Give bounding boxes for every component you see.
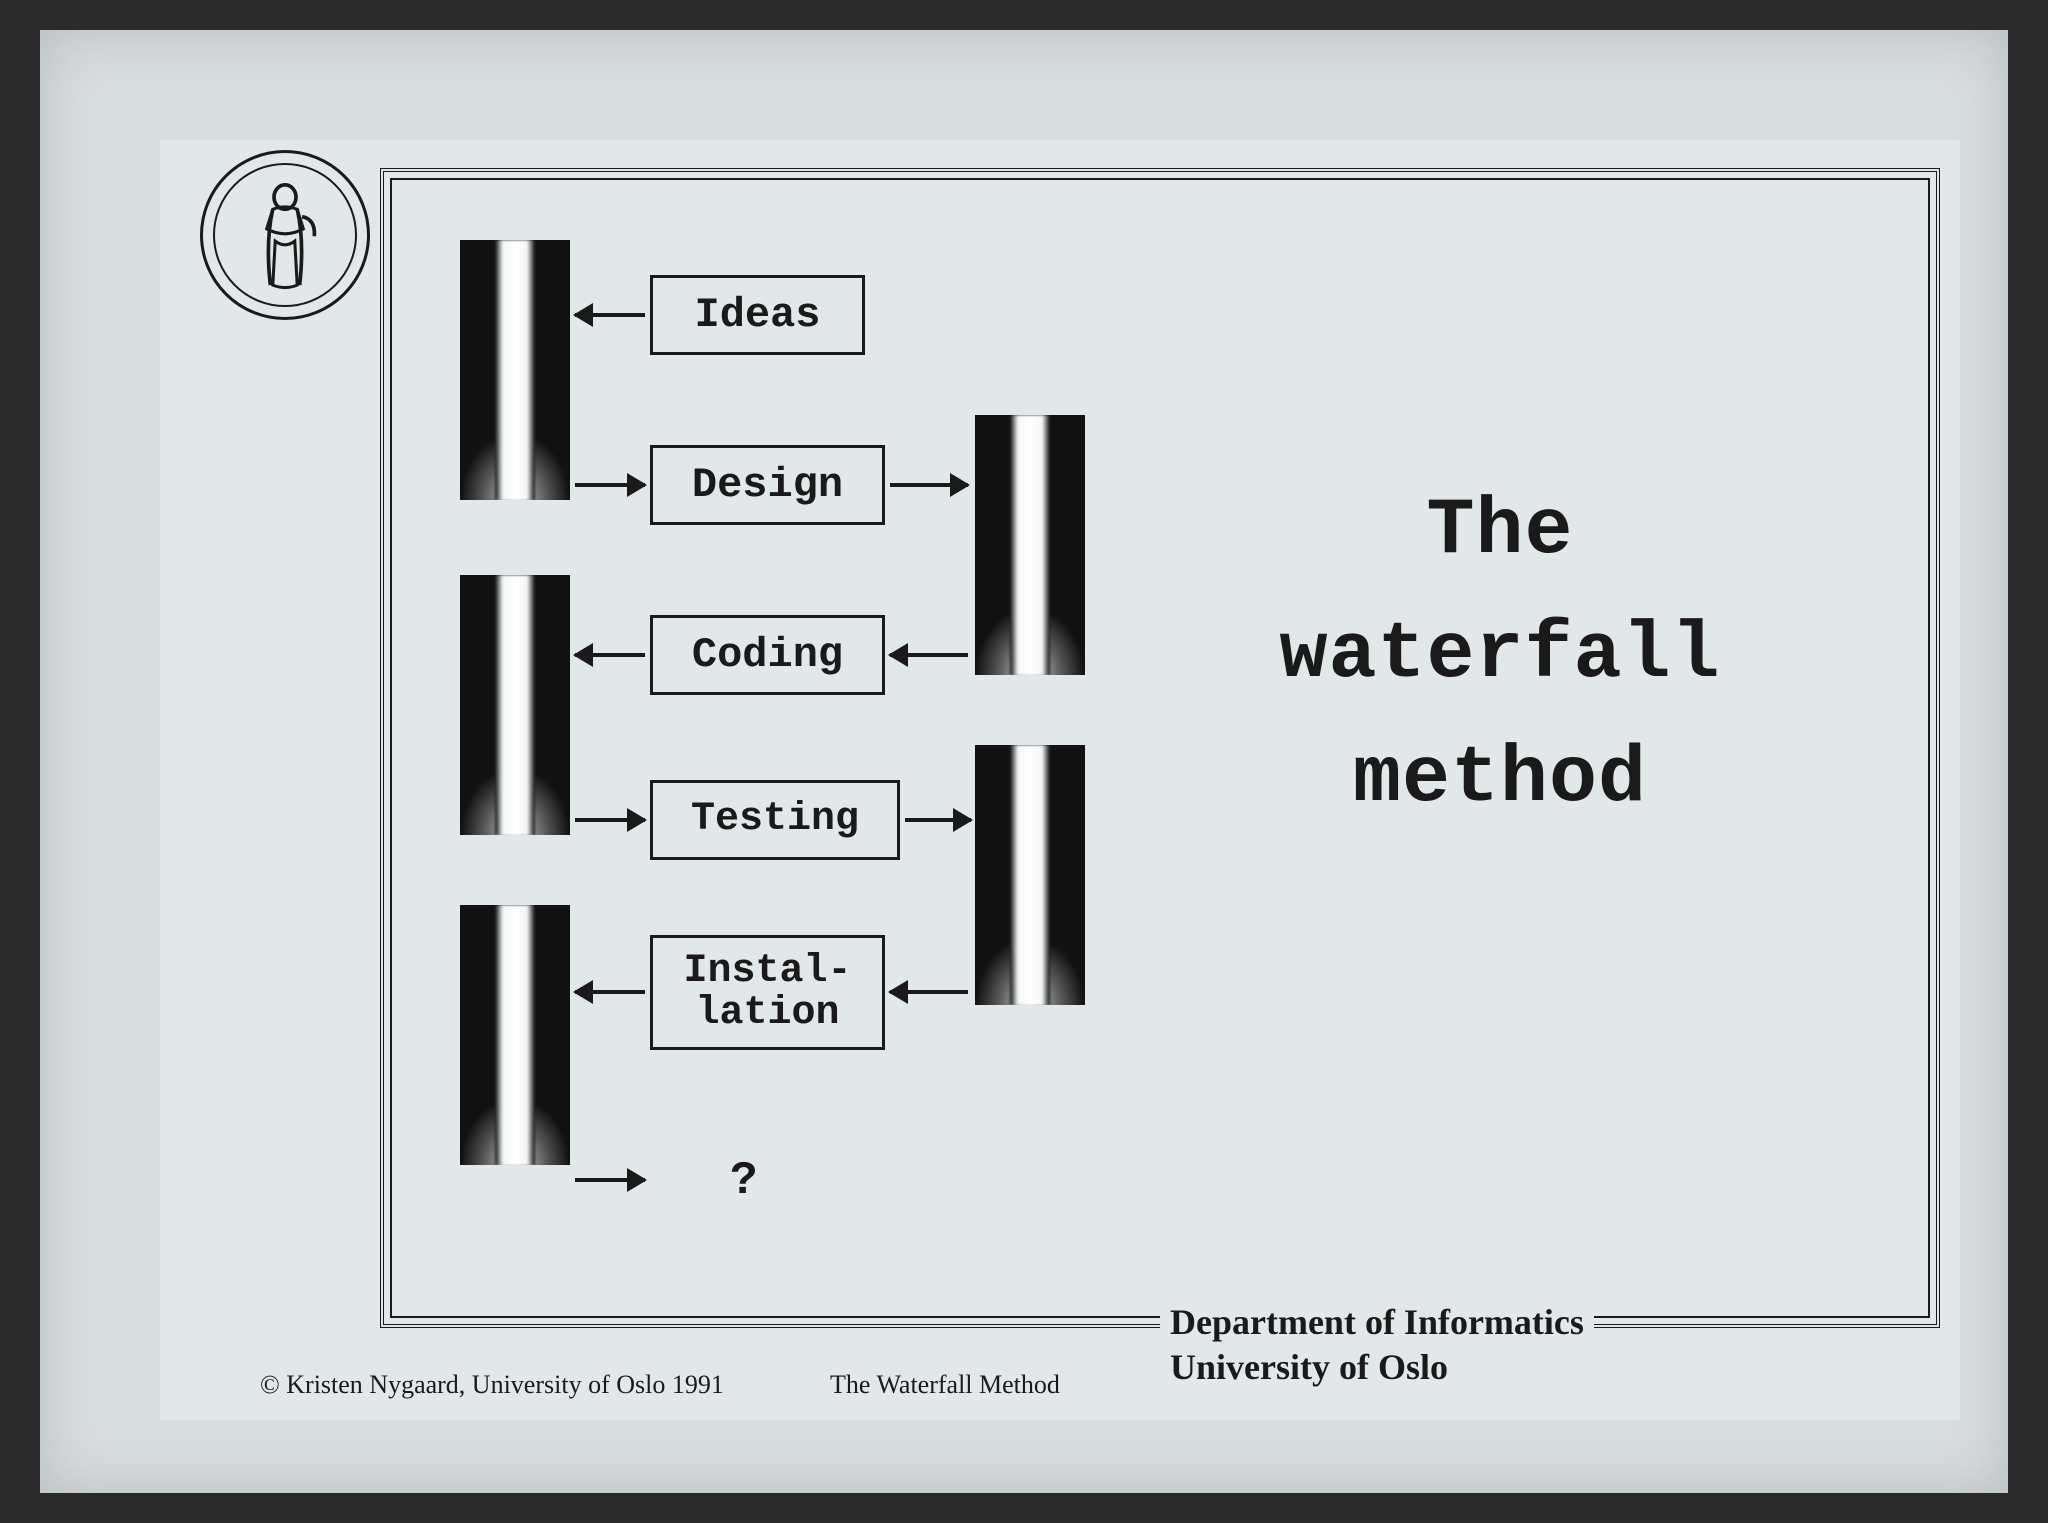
waterfall-icon	[975, 415, 1085, 675]
arrow-right-icon	[575, 483, 645, 487]
waterfall-icon	[975, 745, 1085, 1005]
stage-testing: Testing	[650, 780, 900, 860]
waterfall-icon	[460, 905, 570, 1165]
title-line: waterfall	[1279, 610, 1720, 701]
arrow-right-icon	[890, 483, 968, 487]
university-seal-icon	[200, 150, 370, 320]
arrow-left-icon	[575, 313, 645, 317]
paper-slide: IdeasDesignCodingTestingInstal- lation? …	[160, 140, 1960, 1420]
arrow-left-icon	[890, 990, 968, 994]
arrow-right-icon	[905, 818, 971, 822]
slide-title: The waterfall method	[1180, 470, 1820, 842]
sleeve-background: IdeasDesignCodingTestingInstal- lation? …	[40, 30, 2008, 1493]
arrow-left-icon	[575, 990, 645, 994]
arrow-left-icon	[890, 653, 968, 657]
arrow-right-icon	[575, 1178, 645, 1182]
stage-ideas: Ideas	[650, 275, 865, 355]
dept-line: University of Oslo	[1170, 1347, 1448, 1387]
department-block: Department of Informatics University of …	[1160, 1300, 1594, 1390]
stage-install: Instal- lation	[650, 935, 885, 1050]
stage-design: Design	[650, 445, 885, 525]
copyright-line: © Kristen Nygaard, University of Oslo 19…	[260, 1370, 724, 1400]
stage-coding: Coding	[650, 615, 885, 695]
waterfall-diagram: Ideas Design Coding Testing Instal- lation?	[420, 220, 1180, 1300]
title-line: method	[1353, 734, 1647, 825]
arrow-left-icon	[575, 653, 645, 657]
waterfall-icon	[460, 575, 570, 835]
stage-question: ?	[730, 1155, 758, 1207]
arrow-right-icon	[575, 818, 645, 822]
title-line: The	[1426, 486, 1573, 577]
waterfall-icon	[460, 240, 570, 500]
dept-line: Department of Informatics	[1170, 1302, 1584, 1342]
slide-caption: The Waterfall Method	[830, 1370, 1060, 1400]
